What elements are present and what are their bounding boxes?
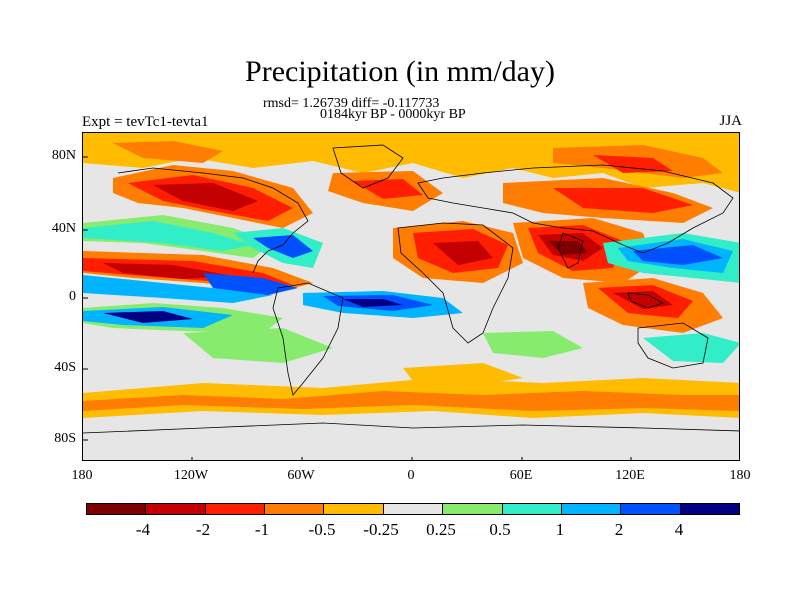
colorbar-box (502, 504, 562, 514)
lon-label-60w: 60W (287, 468, 315, 483)
lat-label-80s: 80S (54, 431, 76, 446)
lat-label-0: 0 (69, 289, 76, 304)
lat-label-40s: 40S (54, 360, 76, 375)
colorbar-box (443, 504, 503, 514)
lon-label-120e: 120E (615, 468, 645, 483)
colorbar-label: 0.25 (426, 520, 456, 539)
colorbar-label: -4 (135, 520, 151, 539)
colorbar-box (324, 504, 384, 514)
colorbar-label: 1 (555, 520, 565, 539)
colorbar-label: -0.5 (308, 520, 336, 539)
lat-label-80n: 80N (51, 148, 76, 163)
colorbar-box (561, 504, 622, 514)
map-panel (82, 132, 740, 461)
experiment-label: Expt = tevTc1-tevta1 (82, 114, 209, 130)
lon-label-120w: 120W (173, 468, 209, 483)
colorbar-box (205, 504, 266, 514)
lon-label-60e: 60E (509, 468, 533, 483)
colorbar-box (680, 504, 739, 514)
lon-label-180w: 180 (71, 468, 93, 483)
colorbar-label: -0.25 (363, 520, 399, 539)
colorbar-label: 0.5 (489, 520, 511, 539)
lat-label-40n: 40N (51, 221, 76, 236)
season-label: JJA (719, 113, 742, 129)
plot-title: Precipitation (in mm/day) (245, 55, 555, 88)
colorbar-label: -1 (254, 520, 270, 539)
colorbar-label: -2 (195, 520, 211, 539)
colorbar-box (87, 504, 147, 514)
colorbar (86, 503, 740, 515)
colorbar-box (383, 504, 444, 514)
period-line: 0184kyr BP - 0000kyr BP (320, 107, 466, 122)
anomaly-map (83, 133, 739, 460)
colorbar-label: 2 (614, 520, 624, 539)
lon-label-0: 0 (407, 468, 415, 483)
stats-line: rmsd= 1.26739 diff= -0.117733 (263, 96, 440, 111)
colorbar-box (146, 504, 206, 514)
colorbar-label: 4 (674, 520, 684, 539)
lon-label-180e: 180 (729, 468, 751, 483)
colorbar-box (265, 504, 325, 514)
colorbar-box (621, 504, 681, 514)
